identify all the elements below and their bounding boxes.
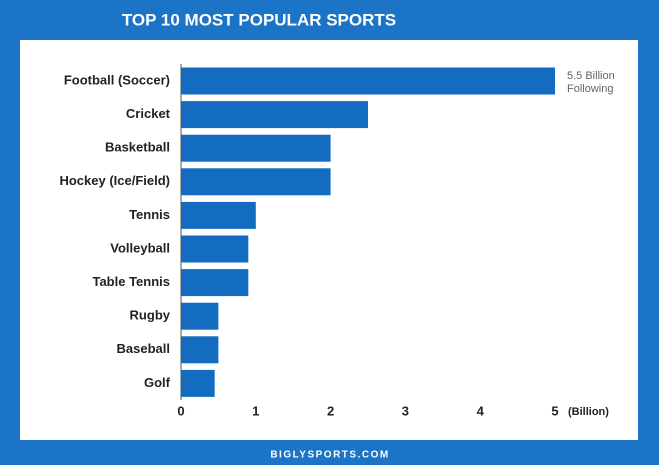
x-tick-label: 1 [252,403,259,418]
x-tick-label: 5 [551,403,558,418]
bar [181,369,215,397]
y-tick-label: Basketball [105,140,170,155]
bar [181,235,249,263]
x-tick-label: 0 [177,403,184,418]
bar [181,336,219,364]
x-tick-label: 2 [327,403,334,418]
bar [181,201,256,229]
x-tick-label: 3 [402,403,409,418]
y-tick-label: Volleyball [110,240,170,255]
y-tick-label: Hockey (Ice/Field) [59,173,170,188]
bar [181,67,555,95]
y-tick-label: Table Tennis [92,274,170,289]
y-tick-label: Golf [144,375,171,390]
y-tick-label: Rugby [130,308,171,323]
footer: BIGLYSPORTS.COM [270,450,389,461]
annotation: 5.5 Billion [567,70,615,82]
y-tick-label: Football (Soccer) [64,72,170,87]
y-tick-label: Cricket [126,106,171,121]
bar [181,302,219,330]
bar [181,101,368,129]
bar [181,134,331,162]
y-tick-label: Tennis [129,207,170,222]
chart-title: TOP 10 MOST POPULAR SPORTS [122,10,396,29]
bar [181,168,331,196]
x-tick-label: 4 [477,403,485,418]
x-unit: (Billion) [568,406,609,418]
bar [181,269,249,297]
annotation: Following [567,83,613,95]
y-tick-label: Baseball [117,341,170,356]
